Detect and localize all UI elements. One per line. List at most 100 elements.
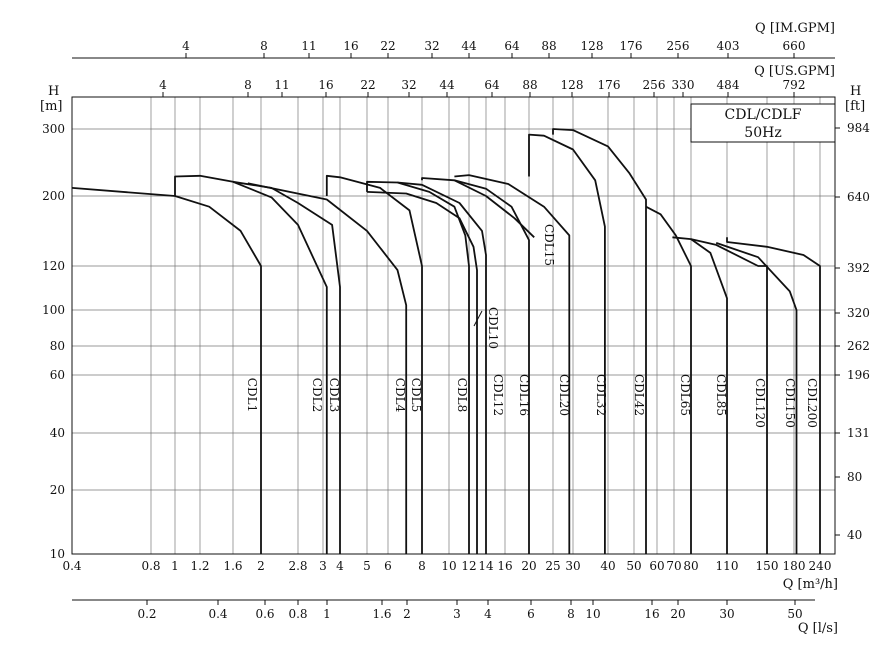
x-im-tick: 11	[301, 39, 316, 53]
legend-frame	[690, 103, 836, 143]
x-main-tick: 10	[441, 559, 456, 573]
y-left-tick: 40	[50, 426, 65, 440]
x-im-tick: 403	[717, 39, 740, 53]
x-main-tick: 40	[600, 559, 615, 573]
curve-cdl85	[672, 236, 728, 554]
x-main-tick: 70	[666, 559, 681, 573]
curve-cdl2	[174, 174, 328, 554]
curve-cdl200	[726, 237, 821, 554]
x-main-tick: 4	[336, 559, 344, 573]
x-main-tick: 50	[626, 559, 641, 573]
x-main-tick: 1.2	[190, 559, 209, 573]
y-right-tick: 392	[847, 261, 870, 275]
plot-frame	[71, 96, 836, 555]
x-ls-tick: 4	[484, 607, 492, 621]
x-ls-tick: 0.8	[288, 607, 307, 621]
x-us-tick: 11	[274, 78, 289, 92]
label-cdl5: CDL5	[409, 378, 423, 412]
x-us-tick: 792	[783, 78, 806, 92]
x-main-tick: 240	[809, 559, 832, 573]
x-main-tick: 20	[521, 559, 536, 573]
y-left-tick: 10	[50, 547, 65, 561]
x-im-tick: 32	[424, 39, 439, 53]
x-main-tick: 16	[497, 559, 512, 573]
pump-curves	[71, 128, 821, 554]
x-ls-tick: 6	[527, 607, 535, 621]
curve-cdl5	[325, 174, 423, 554]
cdl10-leader	[473, 310, 483, 327]
curve-cdl120	[690, 238, 768, 554]
x-main-tick: 8	[418, 559, 426, 573]
curve-cdl20	[454, 174, 571, 554]
label-cdl200: CDL200	[805, 378, 819, 428]
y-right-tick: 984	[847, 121, 870, 135]
y-right-tick: 80	[847, 470, 862, 484]
x-im-tick: 64	[504, 39, 520, 53]
x-im-tick: 660	[783, 39, 806, 53]
y-right-tick: 40	[847, 528, 862, 542]
axes	[71, 53, 840, 605]
label-cdl10: CDL10	[486, 307, 500, 349]
x-main-tick: 180	[783, 559, 806, 573]
x-ls-tick: 0.6	[255, 607, 274, 621]
label-cdl150: CDL150	[783, 378, 797, 428]
x-im-tick: 8	[260, 39, 268, 53]
curve-cdl15	[421, 177, 535, 238]
label-cdl120: CDL120	[753, 378, 767, 428]
x-im-tick: 128	[581, 39, 604, 53]
curve-cdl8	[366, 180, 470, 554]
x-us-tick: 44	[439, 78, 455, 92]
y-right-unit: [ft]	[845, 99, 865, 114]
label-cdl12: CDL12	[491, 374, 505, 416]
label-cdl65: CDL65	[678, 374, 692, 416]
x-us-tick: 176	[598, 78, 621, 92]
x-us-tick: 256	[643, 78, 666, 92]
x-main-tick: 5	[363, 559, 371, 573]
x-us-tick: 32	[401, 78, 416, 92]
x-main-tick: 80	[683, 559, 698, 573]
x-us-tick: 64	[484, 78, 500, 92]
x-ls-tick: 16	[644, 607, 659, 621]
y-right-tick: 262	[847, 339, 870, 353]
x-ls-tick: 0.2	[137, 607, 156, 621]
y-left-unit: [m]	[40, 99, 62, 114]
x-im-tick: 88	[541, 39, 556, 53]
label-cdl16: CDL16	[517, 374, 531, 416]
label-cdl8: CDL8	[455, 378, 469, 412]
x-ls-tick: 50	[787, 607, 802, 621]
x-im-tick: 176	[620, 39, 643, 53]
y-right-tick: 196	[847, 368, 870, 382]
curve-cdl32	[528, 133, 606, 554]
x-ls-tick: 30	[719, 607, 734, 621]
label-cdl1: CDL1	[245, 378, 259, 412]
x-ls-tick: 20	[670, 607, 685, 621]
curve-cdl150	[715, 242, 798, 554]
label-cdl4: CDL4	[393, 378, 407, 413]
label-cdl3: CDL3	[327, 378, 341, 412]
x-im-tick: 16	[343, 39, 358, 53]
x-im-tick: 4	[182, 39, 190, 53]
x-us-tick: 22	[360, 78, 375, 92]
label-cdl20: CDL20	[557, 374, 571, 416]
x-main-tick: 6	[384, 559, 392, 573]
x-main-tick: 60	[649, 559, 664, 573]
x-main-tick: 30	[565, 559, 580, 573]
x-ls-tick: 0.4	[208, 607, 227, 621]
x-im-label: Q [IM.GPM]	[755, 21, 835, 36]
y-left-tick: 100	[42, 303, 65, 317]
curve-cdl42	[552, 128, 647, 554]
curve-cdl3	[232, 180, 341, 554]
y-left-tick: 60	[50, 368, 65, 382]
x-main-tick: 2	[257, 559, 265, 573]
legend-title-line2: 50Hz	[744, 125, 781, 141]
y-left-label: H	[48, 84, 59, 99]
curve-cdl16	[454, 179, 530, 554]
x-im-tick: 22	[380, 39, 395, 53]
y-right-tick: 320	[847, 306, 870, 320]
label-cdl32: CDL32	[594, 374, 608, 416]
label-cdl15: CDL15	[542, 224, 556, 266]
x-us-tick: 88	[522, 78, 537, 92]
x-main-tick: 150	[756, 559, 779, 573]
x-main-label: Q [m³/h]	[783, 577, 838, 592]
